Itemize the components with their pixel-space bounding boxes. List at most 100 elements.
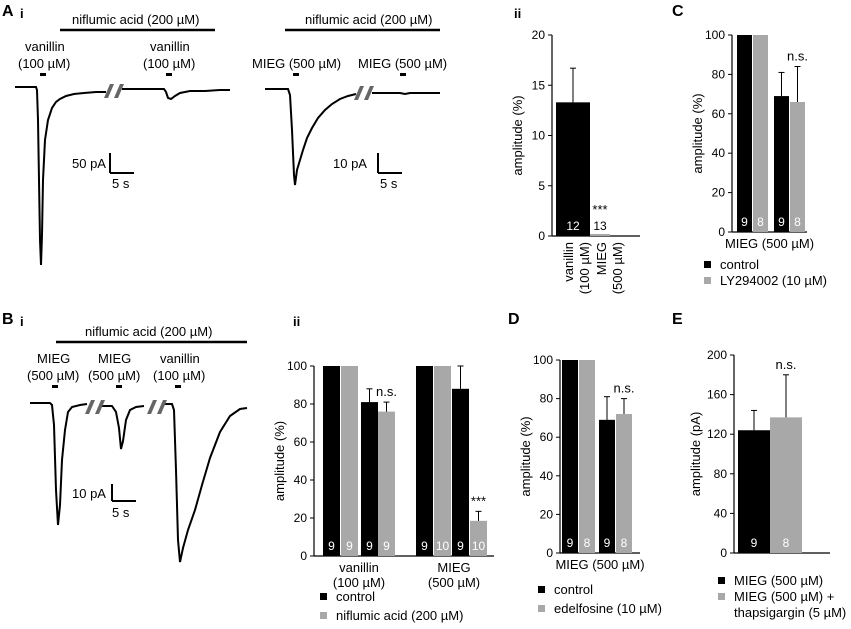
- bar: [770, 417, 802, 553]
- n-label: 9: [751, 536, 758, 550]
- category-label-group: vanillin (100 µM): [561, 242, 592, 294]
- y-tick-label: 60: [294, 435, 308, 449]
- n-label: 9: [604, 536, 611, 550]
- n-label: 13: [593, 219, 607, 233]
- legend-label: control: [336, 589, 375, 604]
- y-tick-label: 20: [712, 186, 726, 200]
- legend-label: MIEG (500 µM) +: [734, 589, 834, 604]
- current-trace-A1-right: [122, 88, 230, 101]
- panel-label-C: C: [672, 3, 684, 20]
- x-axis-label: MIEG (500 µM): [725, 236, 814, 251]
- legend-label: niflumic acid (200 µM): [336, 608, 463, 623]
- y-tick-label: 80: [540, 392, 554, 406]
- y-tick-label: 60: [540, 430, 554, 444]
- stim-marker-B1-1: [52, 385, 58, 388]
- n-label: 8: [584, 536, 591, 550]
- bar: [774, 96, 789, 232]
- stim-marker-A2-right: [400, 73, 406, 76]
- bar: [341, 366, 358, 556]
- bar: [616, 414, 632, 553]
- significance-label: n.s.: [776, 357, 797, 372]
- y-tick-label: 80: [294, 397, 308, 411]
- n-label: 9: [328, 539, 335, 553]
- current-trace-B1-2: [101, 405, 145, 450]
- y-tick-label: 20: [294, 511, 308, 525]
- y-tick-label: 40: [712, 146, 726, 160]
- y-tick-label: 0: [720, 546, 727, 560]
- current-trace-B1-1: [30, 402, 88, 526]
- significance-label: ***: [592, 202, 607, 217]
- n-label: 10: [472, 539, 486, 553]
- bar: [753, 35, 768, 232]
- y-tick-label: 0: [300, 549, 307, 563]
- significance-label: n.s.: [376, 384, 397, 399]
- n-label: 9: [366, 539, 373, 553]
- n-label: 9: [346, 539, 353, 553]
- current-trace-A2-right: [372, 92, 440, 96]
- bar: [323, 366, 340, 556]
- stim-label-A1-left: vanillin: [25, 39, 65, 54]
- y-tick-label: 0: [538, 229, 545, 243]
- bar: [378, 411, 395, 556]
- stim-label-B1-2: MIEG: [98, 351, 131, 366]
- y-tick-label: 80: [712, 67, 726, 81]
- current-trace-A2-left: [265, 88, 357, 186]
- category-label: (500 µM): [610, 242, 625, 294]
- y-tick-label: 120: [707, 427, 727, 441]
- y-axis-label: amplitude (pA): [688, 412, 703, 497]
- stim-marker-A1-right: [166, 73, 172, 76]
- scale-time-A2: 5 s: [380, 176, 398, 191]
- category-label-group: MIEG (500 µM): [594, 242, 625, 294]
- n-label: 8: [757, 215, 764, 229]
- bar: [556, 102, 590, 237]
- scale-time-B1: 5 s: [112, 505, 130, 520]
- y-tick-label: 100: [287, 359, 307, 373]
- panel-label-E: E: [672, 311, 683, 328]
- legend-swatch: [718, 577, 725, 584]
- legend-swatch: [704, 261, 711, 268]
- n-label: 8: [794, 215, 801, 229]
- n-label: 9: [741, 215, 748, 229]
- legend-swatch: [538, 586, 545, 593]
- scale-current-A1: 50 pA: [72, 156, 106, 171]
- panel-label-B-ii: ii: [293, 314, 300, 329]
- legend-swatch: [538, 605, 545, 612]
- treatment-label-A2: niflumic acid (200 µM): [305, 12, 432, 27]
- n-label: 9: [383, 539, 390, 553]
- y-tick-label: 20: [532, 28, 546, 42]
- significance-label: n.s.: [614, 381, 635, 396]
- stim-label-A2-left: MIEG (500 µM): [252, 56, 341, 71]
- stim-marker-B1-3: [175, 385, 181, 388]
- stim-marker-A1-left: [40, 73, 46, 76]
- stim-conc-B1-2: (500 µM): [88, 368, 140, 383]
- trace-panel-A-i: niflumic acid (200 µM) vanillin (100 µM)…: [15, 12, 230, 266]
- break-mark-B1-b: [95, 400, 105, 414]
- panel-label-A-i: i: [20, 6, 24, 21]
- stim-conc-A1-left: (100 µM): [18, 56, 70, 71]
- panel-label-B: B: [2, 311, 14, 328]
- panel-label-B-i: i: [20, 314, 24, 329]
- group-label: vanillin: [339, 560, 379, 575]
- y-tick-label: 5: [538, 179, 545, 193]
- y-tick-label: 60: [712, 107, 726, 121]
- group-label: MIEG: [437, 560, 470, 575]
- y-tick-label: 200: [707, 348, 727, 362]
- scale-time-A1: 5 s: [112, 176, 130, 191]
- category-label: (100 µM): [577, 242, 592, 294]
- stim-label-A1-right: vanillin: [150, 39, 190, 54]
- y-axis-label: amplitude (%): [272, 421, 287, 501]
- legend-label: edelfosine (10 µM): [554, 601, 662, 616]
- category-label: vanillin: [561, 242, 576, 282]
- significance-label: ***: [471, 493, 486, 508]
- category-label: MIEG: [594, 242, 609, 275]
- break-mark-A2-a: [354, 86, 364, 100]
- treatment-label-A1: niflumic acid (200 µM): [72, 12, 199, 27]
- bar: [579, 360, 595, 553]
- bar: [790, 101, 805, 232]
- break-mark-B1-c: [147, 400, 157, 414]
- bar: [590, 233, 610, 236]
